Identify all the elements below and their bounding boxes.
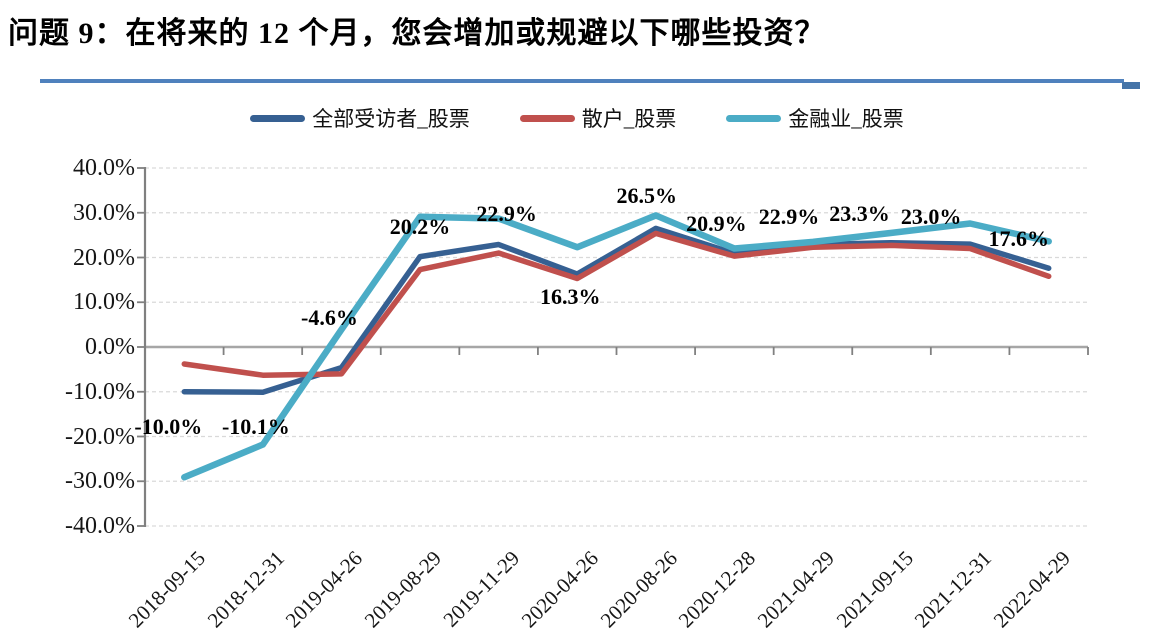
data-point-label: 26.5% bbox=[616, 183, 678, 209]
chart-legend: 全部受访者_股票 散户_股票 金融业_股票 bbox=[0, 103, 1154, 133]
y-tick-label: 40.0% bbox=[73, 155, 135, 181]
data-point-label: 20.2% bbox=[389, 213, 451, 239]
legend-item-0: 全部受访者_股票 bbox=[250, 103, 470, 133]
y-tick-label: 20.0% bbox=[73, 244, 135, 271]
y-tick-label: -40.0% bbox=[65, 513, 135, 539]
data-point-label: -4.6% bbox=[301, 304, 358, 330]
data-point-label: -10.1% bbox=[221, 414, 290, 440]
y-tick-label: -20.0% bbox=[65, 423, 135, 450]
legend-item-2: 金融业_股票 bbox=[726, 103, 904, 133]
y-tick-label: 0.0% bbox=[85, 334, 135, 360]
legend-line-swatch bbox=[519, 114, 575, 122]
data-point-label: 20.9% bbox=[686, 211, 747, 237]
legend-label: 金融业_股票 bbox=[788, 107, 904, 131]
title-underline bbox=[40, 79, 1124, 83]
title-underline-endcap bbox=[1122, 82, 1140, 89]
data-point-label: 23.3% bbox=[829, 200, 890, 226]
legend-label: 散户_股票 bbox=[581, 107, 677, 131]
page-title: 问题 9：在将来的 12 个月，您会增加或规避以下哪些投资？ bbox=[8, 17, 826, 50]
y-tick-label: 10.0% bbox=[73, 289, 135, 316]
series-line-2 bbox=[181, 212, 1052, 481]
data-point-label: 23.0% bbox=[900, 204, 962, 230]
y-tick-label: 30.0% bbox=[73, 199, 135, 226]
data-point-label: 17.6% bbox=[988, 226, 1049, 252]
data-point-label: 22.9% bbox=[758, 203, 820, 229]
data-point-label: 22.9% bbox=[476, 200, 537, 226]
legend-line-swatch bbox=[250, 114, 306, 122]
y-tick-label: -10.0% bbox=[65, 378, 135, 405]
legend-item-1: 散户_股票 bbox=[519, 103, 677, 133]
y-tick-label: -30.0% bbox=[65, 468, 135, 495]
legend-line-swatch bbox=[726, 114, 782, 122]
data-point-label: -10.0% bbox=[134, 413, 203, 439]
series-line-1 bbox=[181, 230, 1052, 378]
data-point-label: 16.3% bbox=[539, 284, 601, 310]
legend-label: 全部受访者_股票 bbox=[312, 107, 470, 131]
